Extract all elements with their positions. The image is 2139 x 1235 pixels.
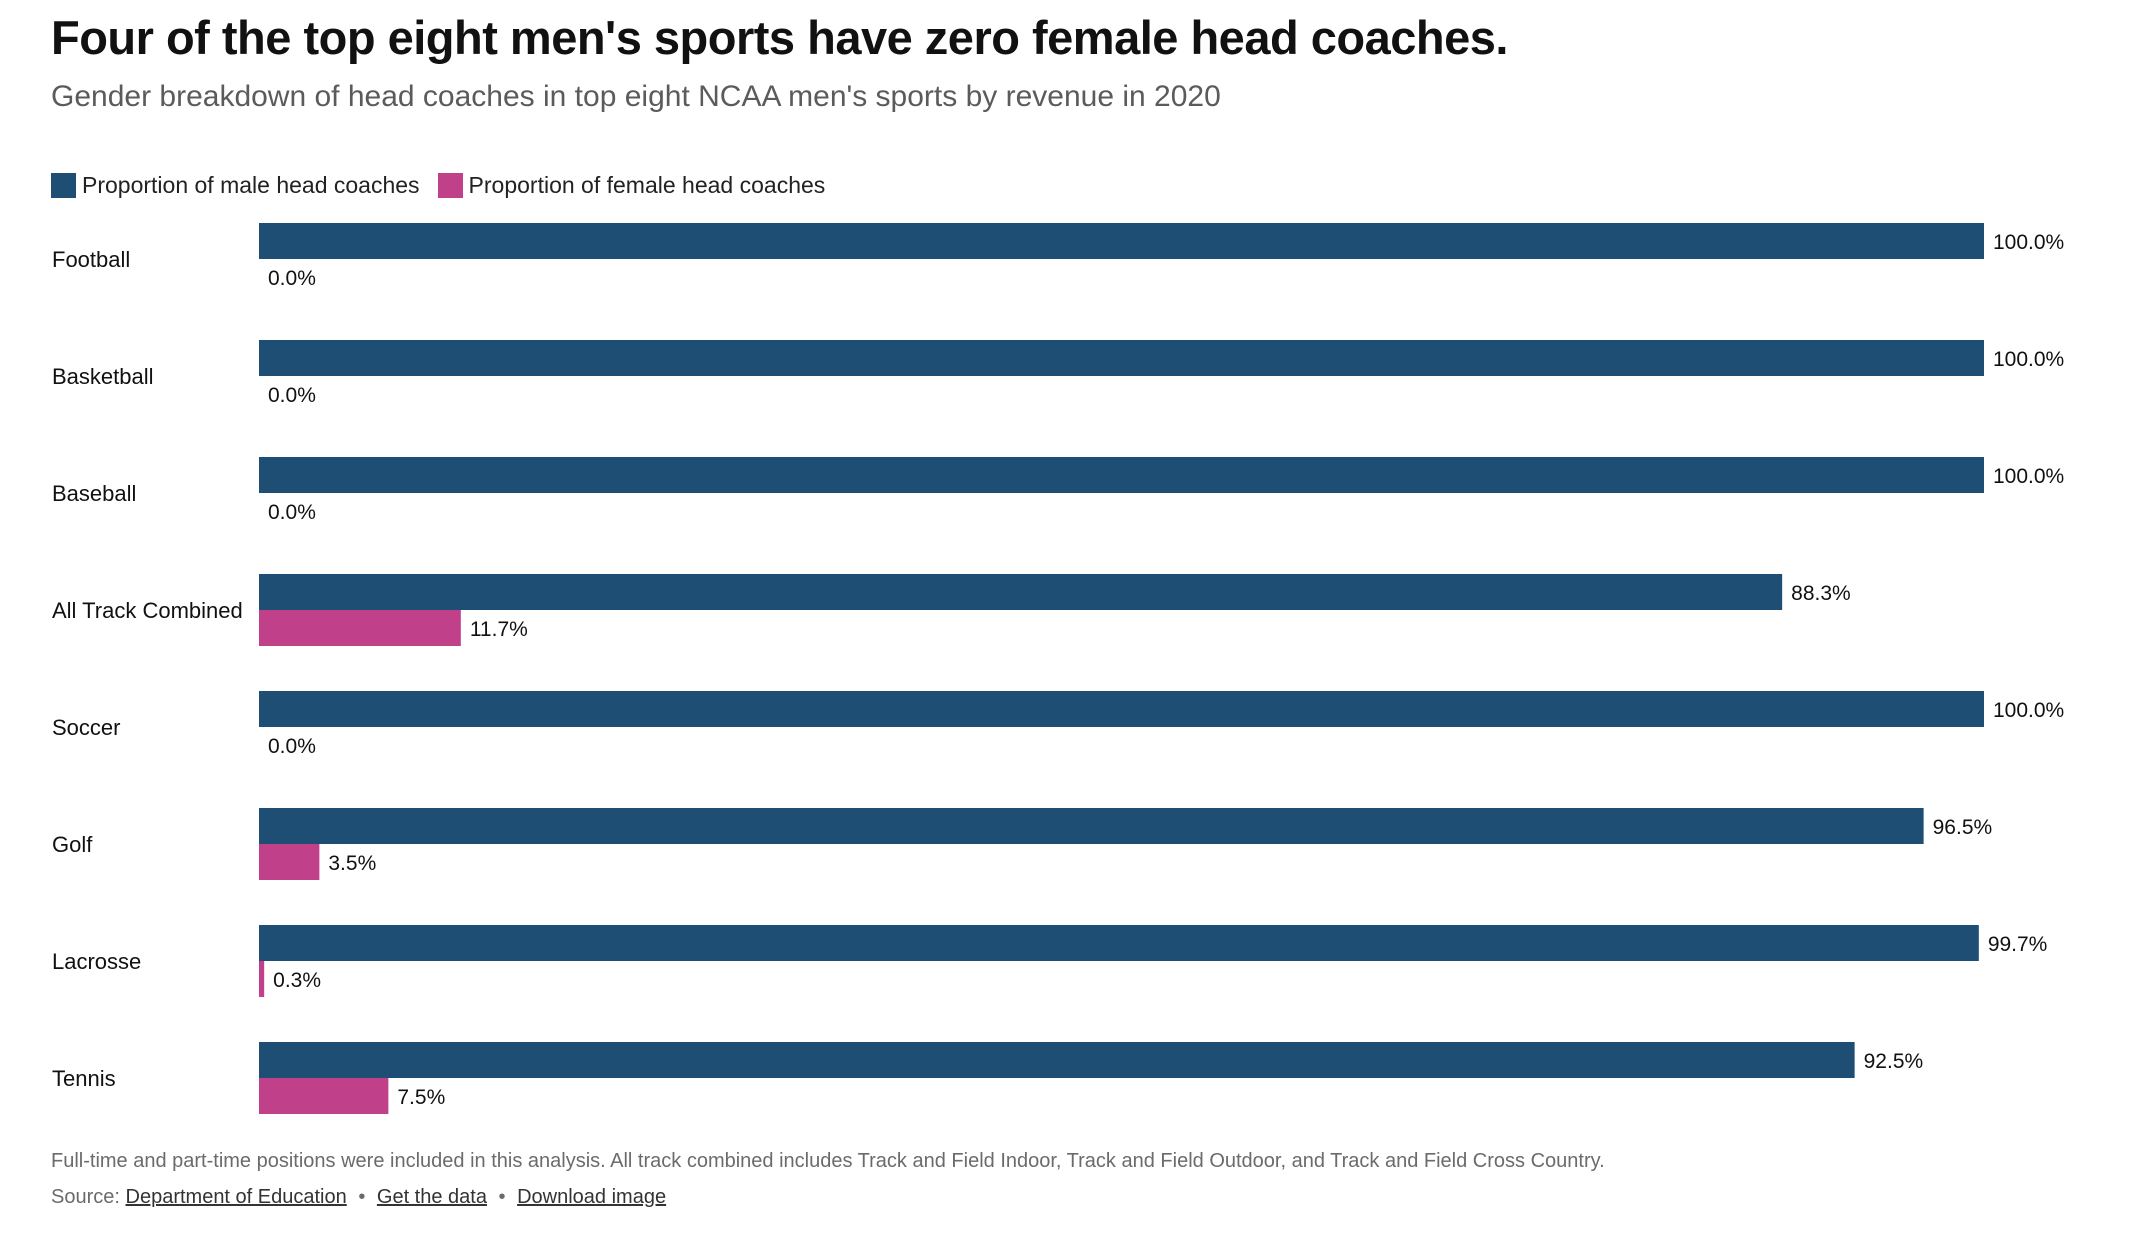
- category-label-golf: Golf: [52, 832, 93, 857]
- chart-legend: Proportion of male head coaches Proporti…: [51, 170, 843, 200]
- bar-male-lacrosse: [259, 925, 1979, 961]
- source-separator: •: [358, 1186, 366, 1208]
- legend-label-male: Proportion of male head coaches: [82, 171, 420, 198]
- data-label-male-football: 100.0%: [1993, 231, 2064, 254]
- data-label-female-soccer: 0.0%: [268, 735, 316, 758]
- data-label-male-tennis: 92.5%: [1864, 1050, 1924, 1073]
- chart-subtitle: Gender breakdown of head coaches in top …: [51, 80, 1221, 113]
- category-label-all-track-combined: All Track Combined: [52, 598, 243, 623]
- data-label-female-tennis: 7.5%: [397, 1086, 445, 1109]
- legend-label-female: Proportion of female head coaches: [468, 171, 826, 198]
- bar-male-soccer: [259, 691, 1984, 727]
- bar-male-basketball: [259, 340, 1984, 376]
- category-label-baseball: Baseball: [52, 481, 136, 506]
- source-prefix: Source:: [51, 1186, 120, 1208]
- data-label-male-all-track-combined: 88.3%: [1791, 582, 1851, 605]
- category-label-soccer: Soccer: [52, 715, 120, 740]
- bar-male-all-track-combined: [259, 574, 1783, 610]
- legend-item-male: Proportion of male head coaches: [51, 172, 420, 199]
- category-label-tennis: Tennis: [52, 1066, 116, 1091]
- bar-female-lacrosse: [259, 961, 265, 997]
- data-label-female-football: 0.0%: [268, 267, 316, 290]
- bar-male-football: [259, 223, 1984, 259]
- bar-male-tennis: [259, 1042, 1855, 1078]
- bar-male-baseball: [259, 457, 1984, 493]
- legend-swatch-male: [51, 172, 76, 198]
- data-label-female-lacrosse: 0.3%: [273, 969, 321, 992]
- bar-male-golf: [259, 808, 1924, 844]
- data-label-male-golf: 96.5%: [1933, 816, 1993, 839]
- data-label-female-all-track-combined: 11.7%: [470, 618, 528, 641]
- bar-female-golf: [259, 844, 320, 880]
- category-label-lacrosse: Lacrosse: [52, 949, 141, 974]
- data-label-male-basketball: 100.0%: [1993, 348, 2064, 371]
- legend-swatch-female: [437, 172, 463, 198]
- data-label-male-baseball: 100.0%: [1993, 465, 2064, 488]
- category-label-football: Football: [52, 247, 130, 272]
- category-label-basketball: Basketball: [52, 364, 154, 389]
- source-separator: •: [498, 1186, 506, 1208]
- chart-footnote: Full-time and part-time positions were i…: [51, 1150, 1605, 1172]
- bar-female-tennis: [259, 1078, 389, 1114]
- download-image-link[interactable]: Download image: [517, 1186, 667, 1208]
- data-label-female-baseball: 0.0%: [268, 501, 316, 524]
- legend-item-female: Proportion of female head coaches: [437, 171, 826, 199]
- data-label-male-soccer: 100.0%: [1993, 699, 2064, 722]
- source-link-department-of-education[interactable]: Department of Education: [125, 1186, 347, 1208]
- bar-chart: Football 100.0% 0.0% Basketball 100.0% 0.0% Ba…: [52, 223, 2064, 1114]
- chart-title: Four of the top eight men's sports have …: [51, 11, 1508, 64]
- data-label-male-lacrosse: 99.7%: [1988, 933, 2048, 956]
- data-label-female-basketball: 0.0%: [268, 384, 316, 407]
- bar-female-all-track-combined: [259, 610, 461, 646]
- get-the-data-link[interactable]: Get the data: [376, 1186, 487, 1208]
- data-label-female-golf: 3.5%: [328, 852, 376, 875]
- source-line: Source: Department of Education • Get th…: [51, 1186, 666, 1209]
